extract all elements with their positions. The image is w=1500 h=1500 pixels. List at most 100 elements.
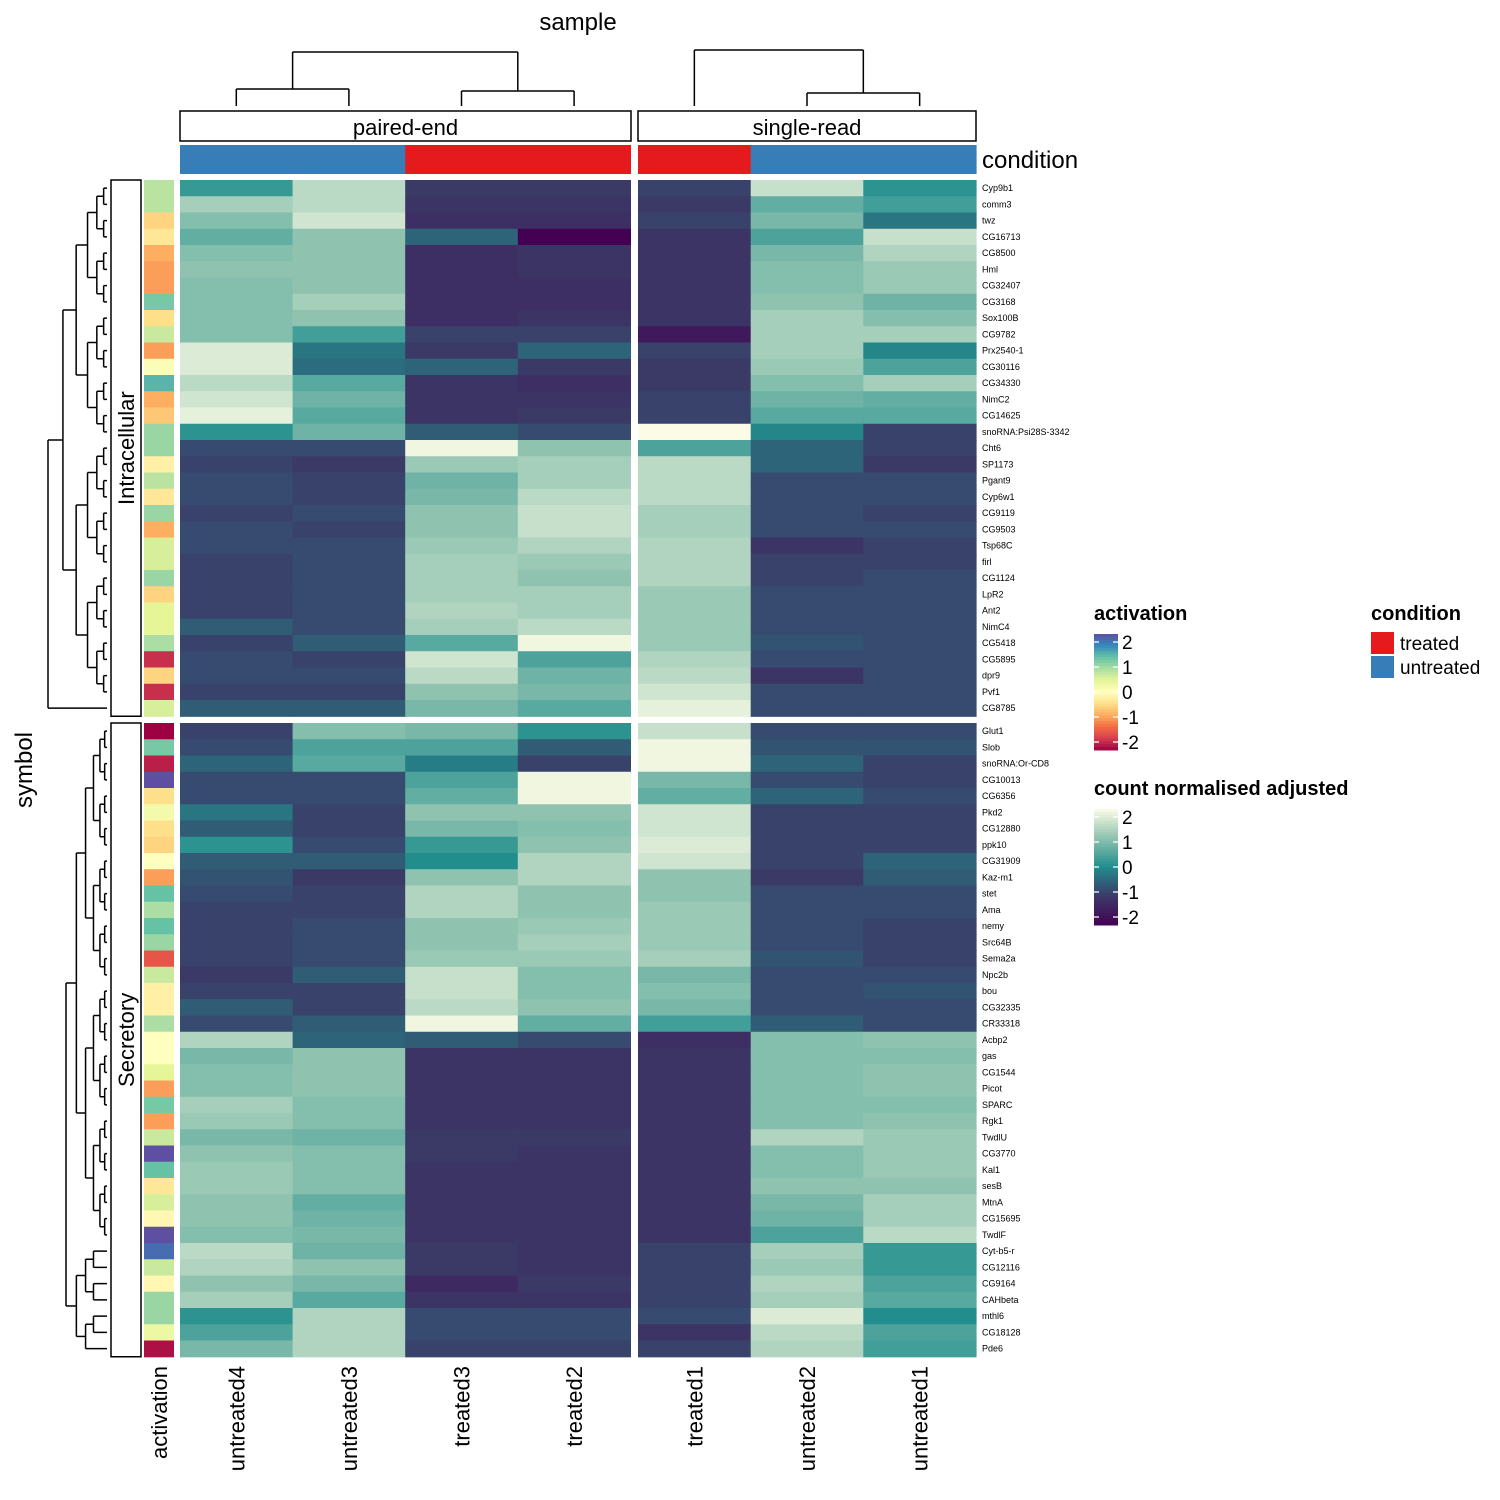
row-label: stet: [982, 889, 997, 899]
heatmap-cell: [180, 180, 294, 197]
heatmap-cell: [638, 950, 752, 968]
column-label: untreated2: [795, 1366, 820, 1471]
row-label: TwdlU: [982, 1132, 1007, 1142]
heatmap-cell: [405, 1226, 519, 1244]
activation-cell: [144, 901, 174, 919]
row-label: CG12116: [982, 1262, 1020, 1272]
column-labels: untreated4 untreated3 treated3 treated2 trea…: [147, 1366, 933, 1471]
heatmap-cell: [517, 1031, 631, 1049]
heatmap-cell: [292, 342, 406, 360]
row-label: Cht6: [982, 443, 1001, 453]
heatmap-cell: [863, 618, 977, 636]
heatmap-cell: [638, 918, 752, 935]
heatmap-cell: [750, 1015, 864, 1033]
heatmap-cell: [863, 1226, 977, 1244]
heatmap-cell: [405, 228, 519, 246]
activation-legend-swatch: [1094, 712, 1118, 716]
heatmap-cell: [638, 683, 752, 701]
heatmap-cell: [405, 423, 519, 441]
heatmap-cell: [405, 472, 519, 490]
row-label: CG12880: [982, 824, 1021, 834]
row-label: CG8500: [982, 248, 1016, 258]
heatmap-cell: [292, 537, 406, 555]
activation-cell: [144, 1324, 174, 1342]
heatmap-cell: [638, 901, 752, 919]
activation-legend-tick-label: -1: [1122, 708, 1139, 729]
row-split-label: Secretory: [114, 993, 139, 1087]
heatmap-cell: [292, 934, 406, 952]
condition-cell: [517, 145, 631, 174]
activation-cell: [144, 1178, 174, 1195]
heatmap-cell: [405, 553, 519, 571]
heatmap-cell: [863, 1161, 977, 1179]
activation-cell: [144, 1129, 174, 1147]
heatmap-cell: [750, 1161, 864, 1179]
heatmap-cell: [750, 521, 864, 539]
heatmap-cell: [405, 310, 519, 327]
heatmap-cell: [750, 1226, 864, 1244]
activation-legend-swatch: [1094, 735, 1118, 739]
heatmap-cell: [292, 1194, 406, 1212]
activation-cell: [144, 1080, 174, 1098]
activation-cell: [144, 667, 174, 685]
heatmap-cell: [638, 700, 752, 717]
heatmap-cell: [750, 1275, 864, 1293]
heatmap-cell: [405, 358, 519, 376]
row-split-box: [110, 179, 142, 717]
heatmap-cell: [638, 739, 752, 757]
heatmap-cell: [638, 293, 752, 311]
heatmap-cell: [405, 1340, 519, 1358]
count-legend-swatch: [1094, 814, 1118, 819]
heatmap-cell: [750, 423, 864, 441]
heatmap-cell: [292, 1243, 406, 1260]
heatmap-cell: [292, 423, 406, 441]
heatmap-cell: [180, 918, 294, 935]
row-label: CG18128: [982, 1327, 1021, 1337]
activation-legend-swatch: [1094, 738, 1118, 742]
heatmap-cell: [750, 440, 864, 457]
heatmap-cell: [517, 310, 631, 327]
row-label: Kaz-m1: [982, 872, 1013, 882]
heatmap-cell: [292, 1178, 406, 1195]
heatmap-cell: [405, 1178, 519, 1195]
heatmap-cell: [180, 293, 294, 311]
activation-legend-swatch: [1094, 744, 1118, 748]
heatmap-cell: [863, 326, 977, 344]
heatmap-cell: [638, 1324, 752, 1342]
heatmap-cell: [750, 1324, 864, 1342]
heatmap-cell: [638, 423, 752, 441]
activation-legend-swatch: [1094, 651, 1118, 655]
heatmap-cell: [180, 771, 294, 789]
count-legend-swatch: [1094, 840, 1118, 845]
heatmap-cell: [750, 245, 864, 262]
heatmap-cell: [180, 1210, 294, 1228]
heatmap-cell: [638, 983, 752, 1000]
activation-cell: [144, 553, 174, 571]
heatmap-cell: [638, 212, 752, 230]
heatmap-cell: [638, 521, 752, 539]
heatmap-cell: [180, 755, 294, 773]
activation-legend-swatch: [1094, 721, 1118, 725]
row-label: CG15695: [982, 1214, 1021, 1224]
heatmap-cell: [292, 261, 406, 279]
heatmap-cell: [517, 820, 631, 838]
heatmap-cell: [180, 1031, 294, 1049]
heatmap-cell: [638, 196, 752, 214]
heatmap-cell: [863, 1178, 977, 1195]
heatmap-cell: [292, 1210, 406, 1228]
heatmap-cell: [405, 1308, 519, 1325]
heatmap-cell: [405, 901, 519, 919]
heatmap-cell: [180, 521, 294, 539]
heatmap-cell: [292, 196, 406, 214]
row-label: CG32335: [982, 1002, 1021, 1012]
heatmap-cell: [517, 570, 631, 587]
heatmap-cell: [863, 1275, 977, 1293]
count-legend-tick-label: -1: [1122, 883, 1139, 904]
heatmap-cell: [863, 1194, 977, 1212]
activation-legend-swatch: [1094, 747, 1118, 751]
heatmap-cell: [638, 1210, 752, 1228]
heatmap-cell: [517, 1243, 631, 1260]
heatmap-cell: [863, 1129, 977, 1147]
activation-cell: [144, 836, 174, 854]
count-legend-swatch: [1094, 887, 1118, 891]
